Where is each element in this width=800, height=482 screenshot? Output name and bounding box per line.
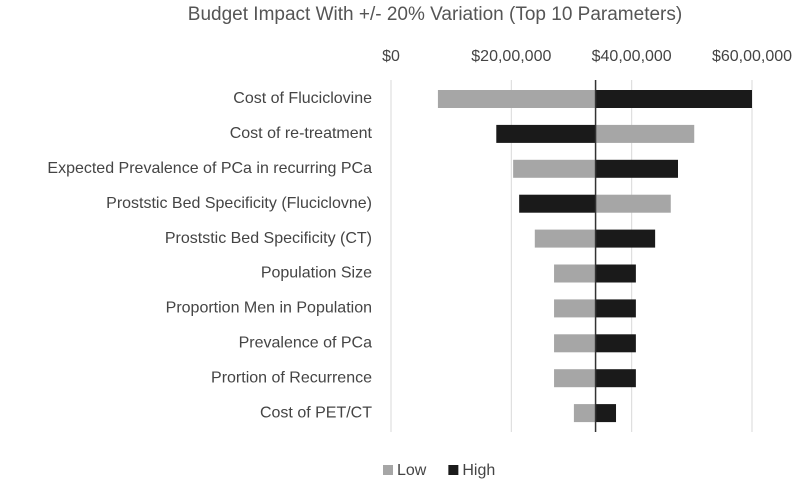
legend-label: Low <box>397 462 427 479</box>
bar <box>437 90 596 108</box>
bar <box>496 124 596 143</box>
bar <box>595 334 636 353</box>
bar <box>513 159 596 178</box>
category-label: Proststic Bed Specificity (CT) <box>165 230 372 247</box>
x-tick-label: $0 <box>382 48 400 65</box>
bar <box>595 299 636 318</box>
bar <box>534 229 596 248</box>
bar <box>554 334 596 353</box>
category-label: Prevalence of PCa <box>239 335 373 352</box>
legend-swatch <box>383 465 393 475</box>
category-label: Cost of Fluciclovine <box>233 90 372 107</box>
bar <box>595 194 671 213</box>
bar <box>573 404 596 423</box>
bar <box>519 194 596 213</box>
bar <box>595 369 636 388</box>
category-label: Cost of PET/CT <box>260 404 372 421</box>
bar <box>554 299 596 318</box>
bar <box>595 90 752 108</box>
category-label: Proportion Men in Population <box>166 300 372 317</box>
category-label: Expected Prevalence of PCa in recurring … <box>47 160 372 177</box>
bar <box>595 124 695 143</box>
bar <box>554 264 596 283</box>
chart-title: Budget Impact With +/- 20% Variation (To… <box>188 4 682 25</box>
category-label: Population Size <box>261 265 372 282</box>
x-tick-label: $40,00,000 <box>592 48 672 65</box>
bar <box>554 369 596 388</box>
category-label: Prortion of Recurrence <box>211 369 372 386</box>
legend-swatch <box>448 465 459 475</box>
bar <box>595 159 678 178</box>
bar <box>595 229 656 248</box>
category-label: Cost of re-treatment <box>230 125 373 142</box>
category-label: Proststic Bed Specificity (Fluciclovne) <box>106 195 372 212</box>
x-tick-label: $20,00,000 <box>471 48 551 65</box>
bar <box>595 264 636 283</box>
x-tick-label: $60,00,000 <box>712 48 792 65</box>
legend-label: High <box>462 462 495 479</box>
bar <box>595 404 617 423</box>
